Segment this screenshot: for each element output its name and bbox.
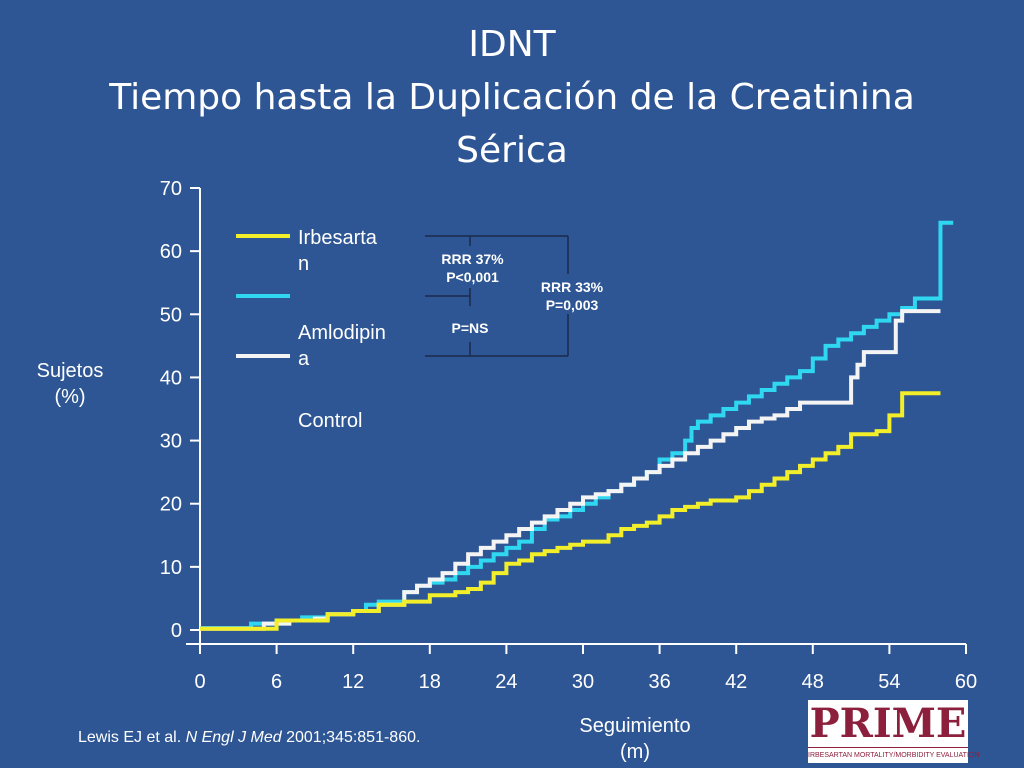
x-tick-label-60: 60 — [955, 671, 977, 693]
legend-label-amlodipina: Amlodipin a — [298, 320, 386, 372]
legend-label-amlodipina-line-1: Amlodipin — [298, 322, 386, 344]
x-axis-label-line-2: (m) — [620, 741, 650, 763]
title-line-1: IDNT — [468, 24, 556, 65]
y-tick-label-10: 10 — [160, 557, 182, 579]
y-tick-label-20: 20 — [160, 494, 182, 516]
legend-label-irbesartan: Irbesarta n — [298, 225, 377, 277]
citation-journal: N Engl J Med — [185, 729, 282, 746]
series-line-control — [200, 309, 941, 631]
y-tick-label-40: 40 — [160, 367, 182, 389]
stat-p-003: P=0,003 — [545, 297, 599, 313]
y-axis-label: Sujetos (%) — [30, 358, 110, 410]
prime-logo-text: PRIME — [809, 700, 967, 747]
stat-rrr-37: RRR 37% P<0,001 — [425, 250, 520, 286]
stat-p-ns-text: P=NS — [451, 320, 489, 336]
x-tick-label-36: 36 — [648, 671, 670, 693]
prime-logo-subtitle: IRBESARTAN MORTALITY/MORBIDITY EVALUATIO… — [808, 747, 979, 763]
citation-ref: 2001;345:851-860. — [281, 729, 421, 746]
x-tick-label-54: 54 — [878, 671, 900, 693]
slide-title: IDNT Tiempo hasta la Duplicación de la C… — [0, 18, 1024, 177]
legend-label-irbesartan-line-1: Irbesarta — [298, 227, 377, 249]
stat-rrr-33-text: RRR 33% — [540, 279, 604, 295]
x-tick-label-18: 18 — [419, 671, 441, 693]
y-tick-label-60: 60 — [160, 241, 182, 263]
x-tick-label-24: 24 — [495, 671, 517, 693]
y-tick-label-50: 50 — [160, 304, 182, 326]
legend-label-irbesartan-line-2: n — [298, 253, 310, 275]
x-tick-label-48: 48 — [802, 671, 824, 693]
legend-label-amlodipina-line-2: a — [298, 348, 310, 370]
stat-p-001: P<0,001 — [446, 269, 499, 285]
x-tick-label-30: 30 — [572, 671, 594, 693]
y-axis-label-line-1: Sujetos — [36, 360, 104, 382]
series-line-irbesartan — [200, 391, 941, 631]
x-tick-label-12: 12 — [342, 671, 364, 693]
y-axis-label-line-2: (%) — [54, 386, 86, 408]
stat-rrr-33: RRR 33% P=0,003 — [522, 278, 622, 314]
x-axis-label-line-1: Seguimiento — [579, 715, 691, 737]
x-axis-label: Seguimiento (m) — [560, 713, 710, 765]
stat-rrr-37-text: RRR 37% — [441, 251, 504, 267]
citation-authors: Lewis EJ et al. — [78, 729, 186, 746]
x-tick-label-42: 42 — [725, 671, 747, 693]
title-line-2: Tiempo hasta la Duplicación de la Creati… — [109, 77, 915, 118]
x-tick-label-6: 6 — [271, 671, 282, 693]
y-tick-label-30: 30 — [160, 431, 182, 453]
x-tick-label-0: 0 — [194, 671, 205, 693]
stat-p-ns: P=NS — [440, 319, 500, 337]
citation: Lewis EJ et al. N Engl J Med 2001;345:85… — [78, 729, 420, 747]
legend-label-control: Control — [298, 408, 362, 434]
prime-logo: PRIME IRBESARTAN MORTALITY/MORBIDITY EVA… — [808, 700, 979, 763]
y-tick-label-70: 70 — [160, 178, 182, 200]
y-tick-label-0: 0 — [171, 620, 182, 642]
legend-label-control-line-1: Control — [298, 410, 363, 432]
title-line-3: Sérica — [456, 130, 568, 171]
